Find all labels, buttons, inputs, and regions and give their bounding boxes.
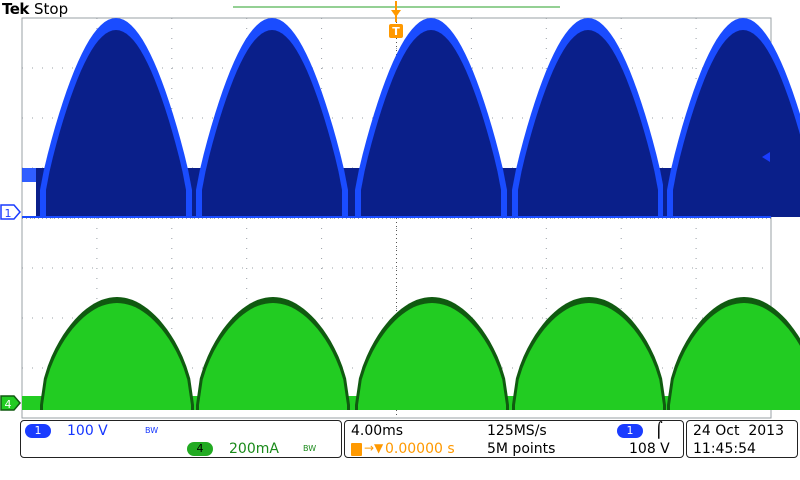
trigger-position-marker[interactable]: T <box>389 1 403 38</box>
timebase-scale[interactable]: 4.00ms <box>351 423 404 439</box>
horizontal-delay[interactable]: 0.00000 s <box>385 441 455 457</box>
svg-text:1: 1 <box>5 207 12 220</box>
datetime-panel: 24 Oct 2013 11:45:54 <box>686 420 798 458</box>
channel-4-pulse <box>515 303 663 410</box>
trigger-level[interactable]: 108 V <box>629 441 670 457</box>
timebase-trigger-panel: 4.00ms 125MS/s 1 ⌠ →▼ 0.00000 s 5M point… <box>344 420 684 458</box>
channel-1-badge[interactable]: 1 <box>25 424 51 438</box>
record-length: 5M points <box>487 441 556 457</box>
channel-4-badge[interactable]: 4 <box>187 442 213 456</box>
date-readout: 24 Oct 2013 <box>693 423 784 439</box>
channel-4-bandwidth-limit: BW <box>303 444 317 453</box>
trigger-delay-icon <box>351 443 362 456</box>
channel-settings-panel: 1 100 V BW 4 200mA BW <box>20 420 342 458</box>
rising-edge-icon: ⌠ <box>655 421 663 439</box>
channel-1-scale: 100 V <box>67 423 108 439</box>
channel-4-pulse <box>43 303 191 410</box>
channel-1-pulse <box>518 30 658 217</box>
channel-1-waveform <box>22 18 800 218</box>
svg-text:T: T <box>392 25 400 38</box>
channel-4-pulse <box>199 303 347 410</box>
acquisition-status: Stop <box>34 0 69 18</box>
sample-rate: 125MS/s <box>487 423 547 439</box>
trigger-delay-arrow-icon: →▼ <box>364 441 384 455</box>
channel-1-ground-marker[interactable]: 1 <box>0 204 21 220</box>
channel-4-pulse <box>670 303 800 410</box>
channel-4-waveform <box>22 297 800 410</box>
channel-1-pulse <box>673 30 800 217</box>
time-readout: 11:45:54 <box>693 441 756 457</box>
display-markers: T 1 4 <box>0 1 770 411</box>
channel-4-scale: 200mA <box>229 441 279 457</box>
brand-logo: Tek <box>2 0 29 18</box>
svg-text:4: 4 <box>5 398 12 411</box>
channel-4-pulse <box>358 303 506 410</box>
trigger-level-arrow[interactable] <box>762 152 770 162</box>
trigger-source-badge[interactable]: 1 <box>617 424 643 438</box>
channel-4-ground-marker[interactable]: 4 <box>0 395 21 411</box>
channel-1-pulse <box>46 30 186 217</box>
channel-1-pulse <box>202 30 342 217</box>
channel-1-bandwidth-limit: BW <box>145 426 159 435</box>
channel-1-pulse <box>361 30 501 217</box>
